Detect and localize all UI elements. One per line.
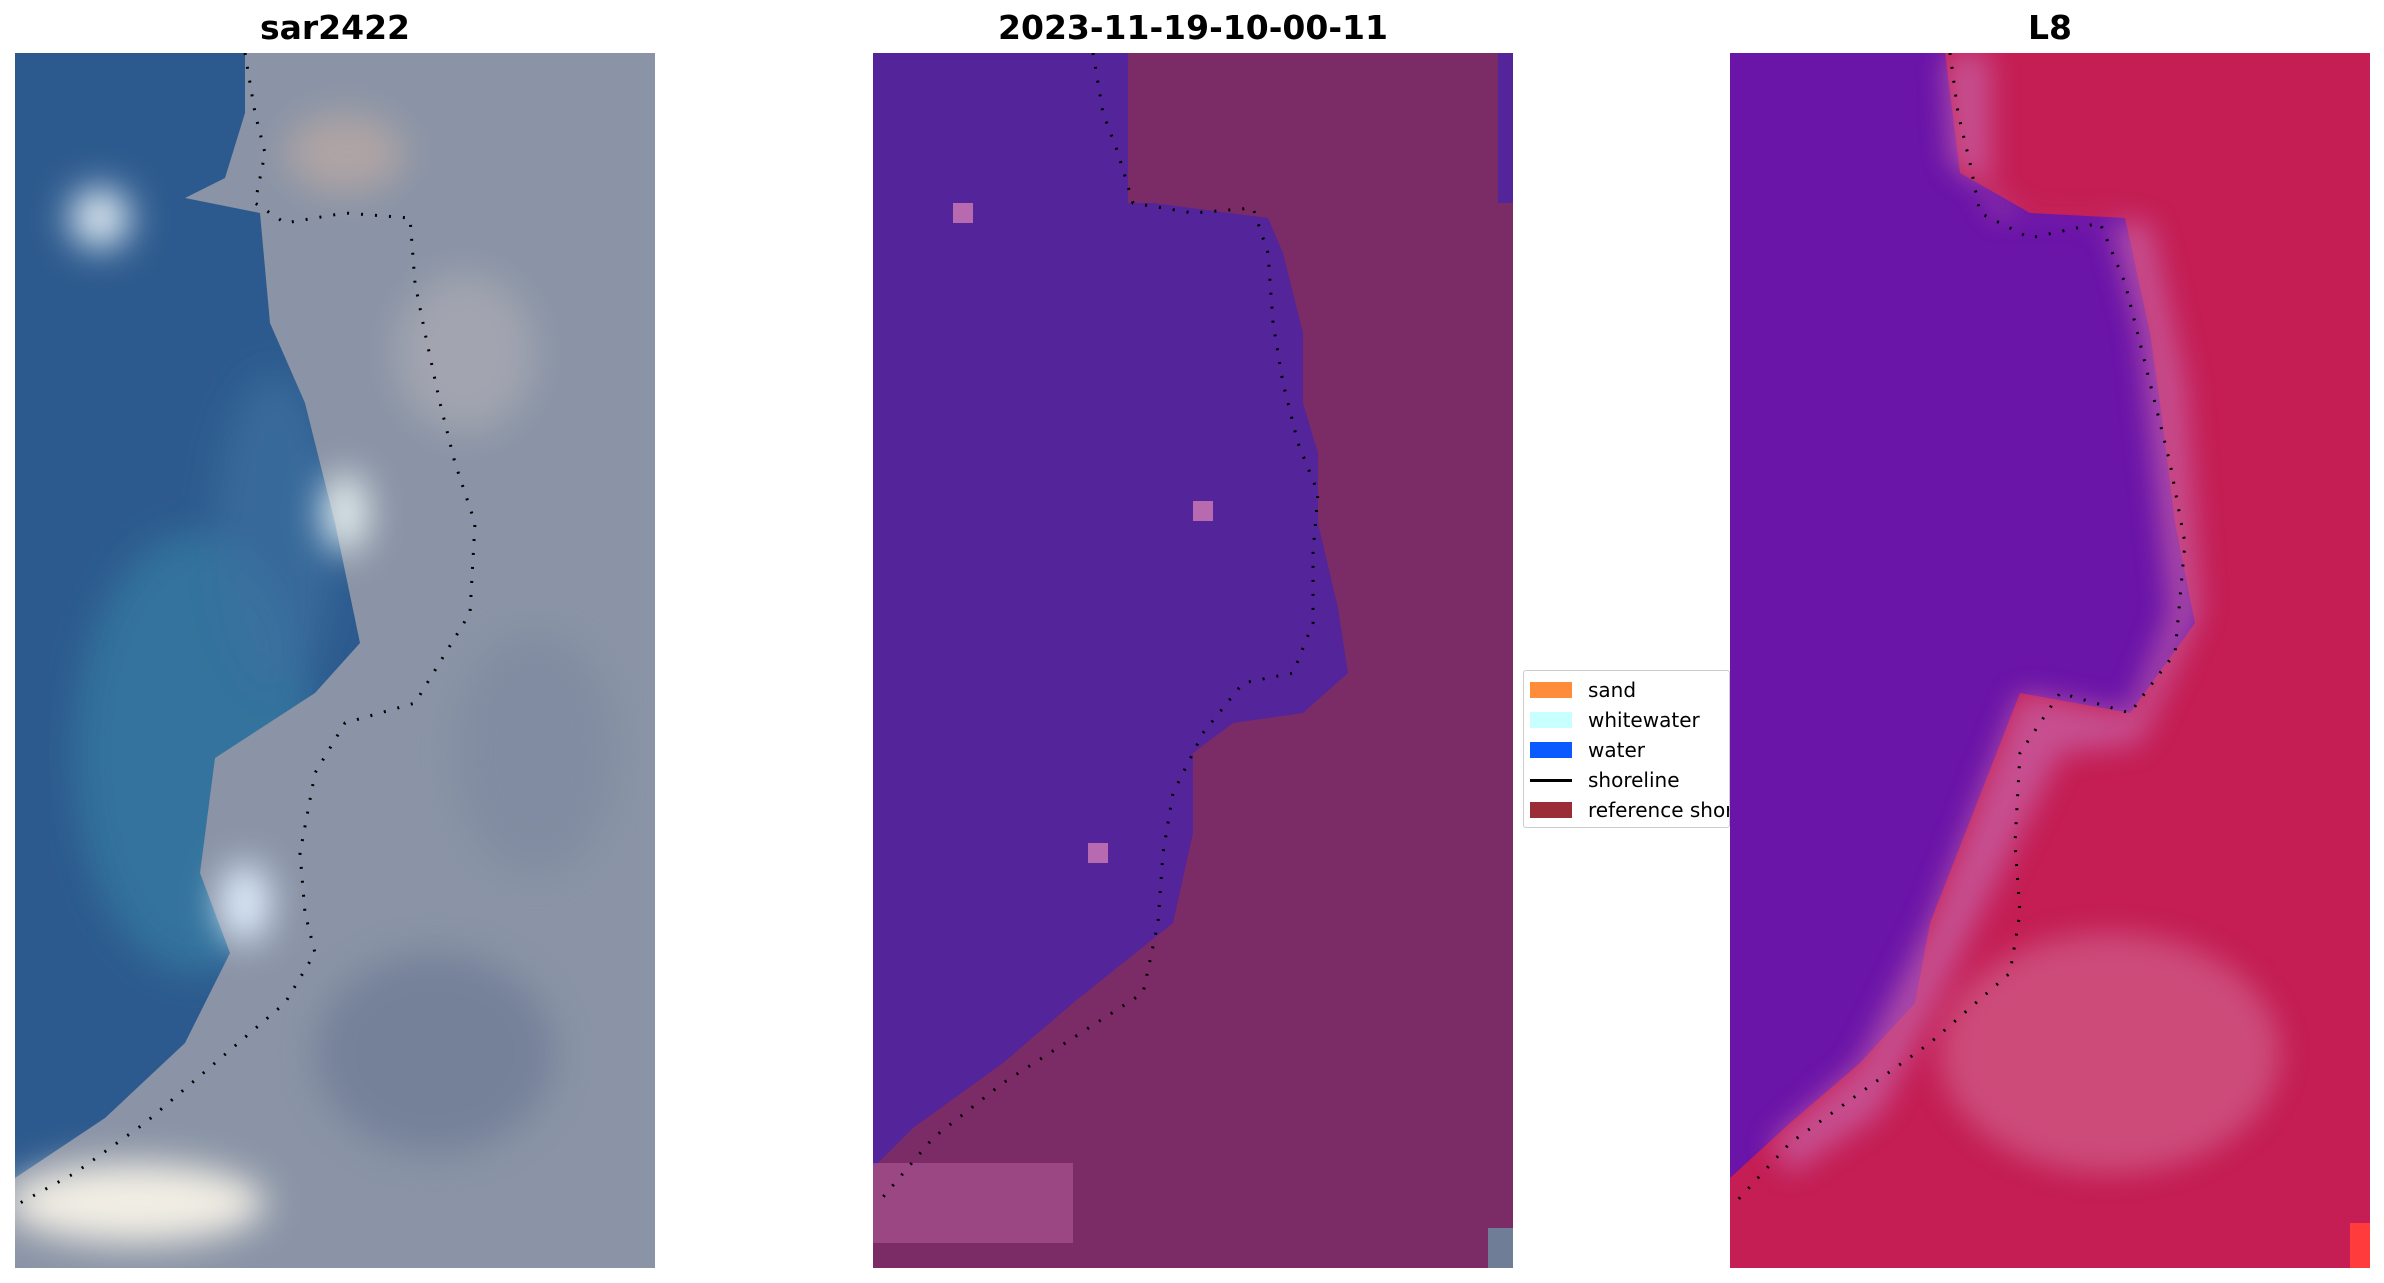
legend-label-shoreline: shoreline — [1588, 768, 1680, 792]
l8-image-panel — [1730, 53, 2370, 1268]
noise-pixel — [953, 203, 973, 223]
classified-image-panel — [873, 53, 1513, 1268]
legend-label-sand: sand — [1588, 678, 1637, 702]
legend-label-reference-shoreline: reference shoreline — [1588, 798, 1730, 822]
legend-label-whitewater: whitewater — [1588, 708, 1700, 732]
panel-title-l8: L8 — [2028, 8, 2072, 47]
shoreline-dots — [19, 53, 477, 1205]
legend-swatch-reference-shoreline — [1530, 802, 1572, 818]
panel-title-rgb: sar2422 — [259, 8, 411, 47]
whitewater-patches — [15, 188, 367, 1243]
legend-item-reference-shoreline: reference shoreline — [1530, 798, 1730, 822]
legend: sand whitewater water shoreline referenc… — [1523, 670, 1730, 828]
legend-swatch-whitewater — [1530, 712, 1572, 728]
legend-label-water: water — [1588, 738, 1645, 762]
noise-pixel — [1193, 501, 1213, 521]
panel-title-classified: 2023-11-19-10-00-11 — [998, 8, 1388, 47]
legend-item-shoreline: shoreline — [1530, 768, 1680, 792]
legend-swatch-shoreline — [1530, 778, 1572, 782]
noise-pixel — [1088, 843, 1108, 863]
legend-swatch-sand — [1530, 682, 1572, 698]
legend-item-sand: sand — [1530, 678, 1636, 702]
land-class-area — [873, 53, 1513, 1268]
legend-item-water: water — [1530, 738, 1645, 762]
legend-swatch-water — [1530, 742, 1572, 758]
rgb-image-panel — [15, 53, 655, 1268]
legend-item-whitewater: whitewater — [1530, 708, 1700, 732]
